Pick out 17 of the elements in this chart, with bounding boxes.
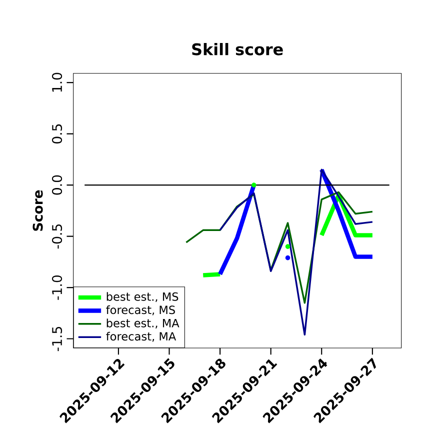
y-tick-label: 0.5 [52,124,62,144]
y-tick-label: 1.0 [52,72,62,92]
point [285,255,290,260]
point [285,244,290,249]
y-tick-label: 0.0 [52,175,62,195]
legend-label: best est., MA [106,318,180,329]
y-tick-label: -1.0 [52,275,62,300]
y-tick-label: -0.5 [52,224,62,249]
legend-label: forecast, MA [106,332,176,342]
legend-label: forecast, MS [106,305,175,316]
chart-title: Skill score [192,43,283,56]
legend-label: best est., MS [106,292,178,302]
point [252,182,256,188]
y-axis-title: Score [32,190,43,231]
line-series [219,168,374,336]
line-series [185,191,374,304]
y-tick-label: -1.5 [52,326,62,352]
